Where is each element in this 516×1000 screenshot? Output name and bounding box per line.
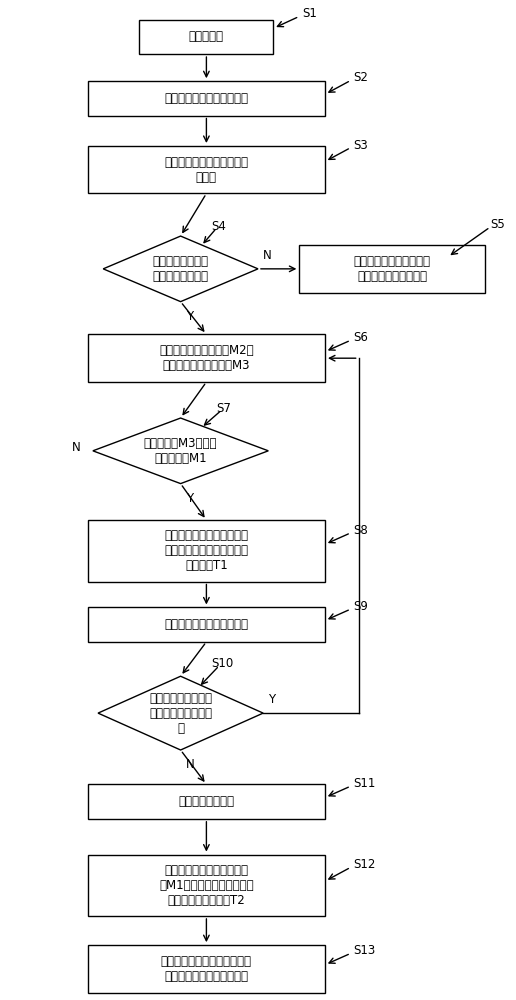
Text: 计算出汽车空调的开启时间: 计算出汽车空调的开启时间: [165, 618, 248, 631]
Text: S11: S11: [353, 777, 376, 790]
Text: S4: S4: [212, 220, 227, 233]
Text: Y: Y: [186, 492, 193, 505]
FancyBboxPatch shape: [88, 146, 325, 193]
Text: S9: S9: [353, 600, 368, 613]
FancyBboxPatch shape: [139, 20, 273, 54]
Text: N: N: [186, 758, 195, 771]
Text: S13: S13: [353, 944, 376, 957]
Text: 更新存储单元和远程电脑终端
上温度时间对照表中的数据: 更新存储单元和远程电脑终端 上温度时间对照表中的数据: [161, 955, 252, 983]
Text: 中央处理单元接收到温度控
制信号: 中央处理单元接收到温度控 制信号: [165, 156, 248, 184]
Text: Y: Y: [268, 693, 276, 706]
Text: 当汽车室内温度达到目标温
度M1时，中央处理单元记录
汽车空调的工作时间T2: 当汽车室内温度达到目标温 度M1时，中央处理单元记录 汽车空调的工作时间T2: [159, 864, 254, 907]
Text: S8: S8: [353, 524, 368, 537]
FancyBboxPatch shape: [88, 945, 325, 993]
Text: 启动汽车空调工作: 启动汽车空调工作: [179, 795, 234, 808]
Text: 无线通信模块接收无线信号: 无线通信模块接收无线信号: [165, 92, 248, 105]
Text: 系统初始化: 系统初始化: [189, 30, 224, 43]
FancyBboxPatch shape: [88, 520, 325, 582]
Text: N: N: [263, 249, 272, 262]
Text: S10: S10: [212, 657, 234, 670]
Polygon shape: [98, 676, 263, 750]
FancyBboxPatch shape: [88, 607, 325, 642]
Text: 监测汽车室外的温度值M2，
监测汽车室内的温度值M3: 监测汽车室外的温度值M2， 监测汽车室内的温度值M3: [159, 344, 254, 372]
Text: S6: S6: [353, 331, 368, 344]
FancyBboxPatch shape: [88, 334, 325, 382]
Text: 判断当前时间是否
早于进入汽车时间: 判断当前时间是否 早于进入汽车时间: [153, 255, 208, 283]
FancyBboxPatch shape: [299, 245, 485, 293]
Text: S2: S2: [353, 71, 368, 84]
Polygon shape: [103, 236, 258, 302]
Text: N: N: [72, 441, 81, 454]
Text: S7: S7: [217, 402, 232, 415]
FancyBboxPatch shape: [88, 855, 325, 916]
Text: 提醒用户当前时间晚于用
户设定的进入汽车时间: 提醒用户当前时间晚于用 户设定的进入汽车时间: [353, 255, 431, 283]
Polygon shape: [93, 418, 268, 484]
FancyBboxPatch shape: [88, 784, 325, 819]
FancyBboxPatch shape: [88, 81, 325, 116]
Text: Y: Y: [186, 310, 193, 323]
Text: 判断当前时间是否早
于汽车空调的开启时
间: 判断当前时间是否早 于汽车空调的开启时 间: [149, 692, 212, 735]
Text: 在预先设定的温度时间对照
表中查找出汽车空调需要工
作的时间T1: 在预先设定的温度时间对照 表中查找出汽车空调需要工 作的时间T1: [165, 529, 248, 572]
Text: 判断温度值M3是否大
于目标温度M1: 判断温度值M3是否大 于目标温度M1: [144, 437, 217, 465]
Text: S5: S5: [490, 218, 505, 231]
Text: S3: S3: [353, 139, 368, 152]
Text: S12: S12: [353, 858, 376, 871]
Text: S1: S1: [302, 7, 317, 20]
